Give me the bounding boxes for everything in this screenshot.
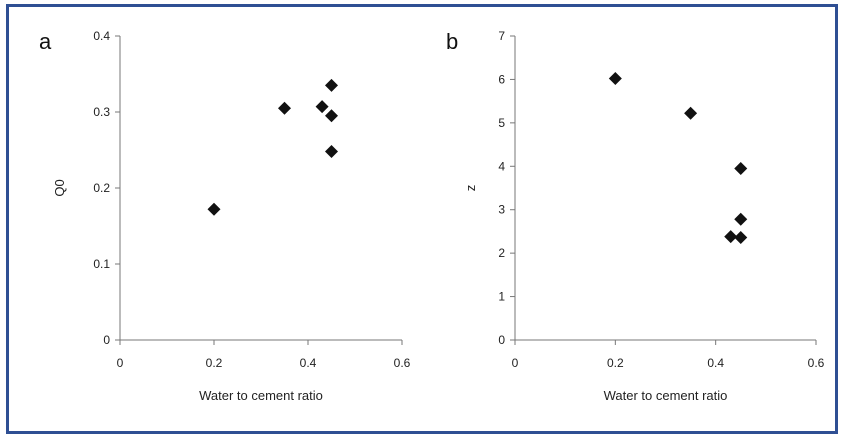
chart-1-data-point bbox=[608, 72, 622, 86]
chart-0-data-point bbox=[325, 109, 338, 123]
chart-0-panel-letter: a bbox=[39, 29, 52, 54]
chart-1-y-tick-label: 7 bbox=[498, 29, 505, 43]
chart-1-y-tick-label: 3 bbox=[498, 203, 505, 217]
chart-1-panel-letter: b bbox=[446, 29, 458, 54]
chart-0-y-tick-label: 0.4 bbox=[93, 29, 110, 43]
chart-0-data-point bbox=[315, 100, 329, 114]
chart-0-data-point bbox=[325, 78, 338, 92]
chart-1-y-tick-label: 0 bbox=[498, 333, 505, 347]
chart-1-x-tick-label: 0.2 bbox=[607, 356, 624, 370]
chart-1-y-tick-label: 4 bbox=[498, 159, 505, 173]
chart-1-y-tick-label: 6 bbox=[498, 72, 505, 86]
chart-1-y-tick-label: 2 bbox=[498, 246, 505, 260]
chart-1-data-point bbox=[734, 231, 748, 245]
chart-0-y-axis-title: Q0 bbox=[52, 179, 67, 196]
chart-1-data-point bbox=[724, 230, 738, 244]
chart-1-x-tick-label: 0.4 bbox=[707, 356, 724, 370]
chart-0-x-tick-label: 0.2 bbox=[206, 356, 223, 370]
chart-1-x-axis-title: Water to cement ratio bbox=[604, 388, 728, 403]
chart-0-data-point bbox=[278, 101, 291, 115]
chart-1-y-axis-title: z bbox=[463, 185, 478, 192]
chart-1-data-point bbox=[684, 106, 698, 120]
chart-0-x-tick-label: 0.4 bbox=[300, 356, 317, 370]
chart-1-x-tick-label: 0.6 bbox=[808, 356, 825, 370]
chart-0-data-point bbox=[325, 145, 338, 159]
chart-1-y-tick-label: 1 bbox=[498, 290, 505, 304]
chart-0-x-axis-title: Water to cement ratio bbox=[199, 388, 323, 403]
chart-0-x-tick-label: 0 bbox=[117, 356, 124, 370]
chart-1-group: b 0 1 2 3 4 5 6 7 0 0.2 0.4 0.6 Water to cement ratio… bbox=[446, 29, 825, 403]
figure-frame: a 0 0.1 0.2 0.3 0.4 0 0.2 0.4 0.6 Water to cement … bbox=[6, 4, 838, 434]
chart-0-y-tick-label: 0.2 bbox=[93, 181, 110, 195]
chart-1-y-tick-label: 5 bbox=[498, 116, 505, 130]
chart-0-group: a 0 0.1 0.2 0.3 0.4 0 0.2 0.4 0.6 Water to cement … bbox=[39, 29, 411, 403]
chart-1-data-point bbox=[734, 212, 748, 226]
chart-1-x-tick-label: 0 bbox=[512, 356, 519, 370]
chart-canvas: a 0 0.1 0.2 0.3 0.4 0 0.2 0.4 0.6 Water to cement … bbox=[39, 29, 825, 403]
chart-1-data-point bbox=[734, 161, 748, 175]
chart-0-x-tick-label: 0.6 bbox=[394, 356, 411, 370]
chart-0-data-point bbox=[207, 202, 221, 216]
chart-0-y-tick-label: 0.3 bbox=[93, 105, 110, 119]
chart-0-y-tick-label: 0 bbox=[103, 333, 110, 347]
chart-0-y-tick-label: 0.1 bbox=[93, 257, 110, 271]
